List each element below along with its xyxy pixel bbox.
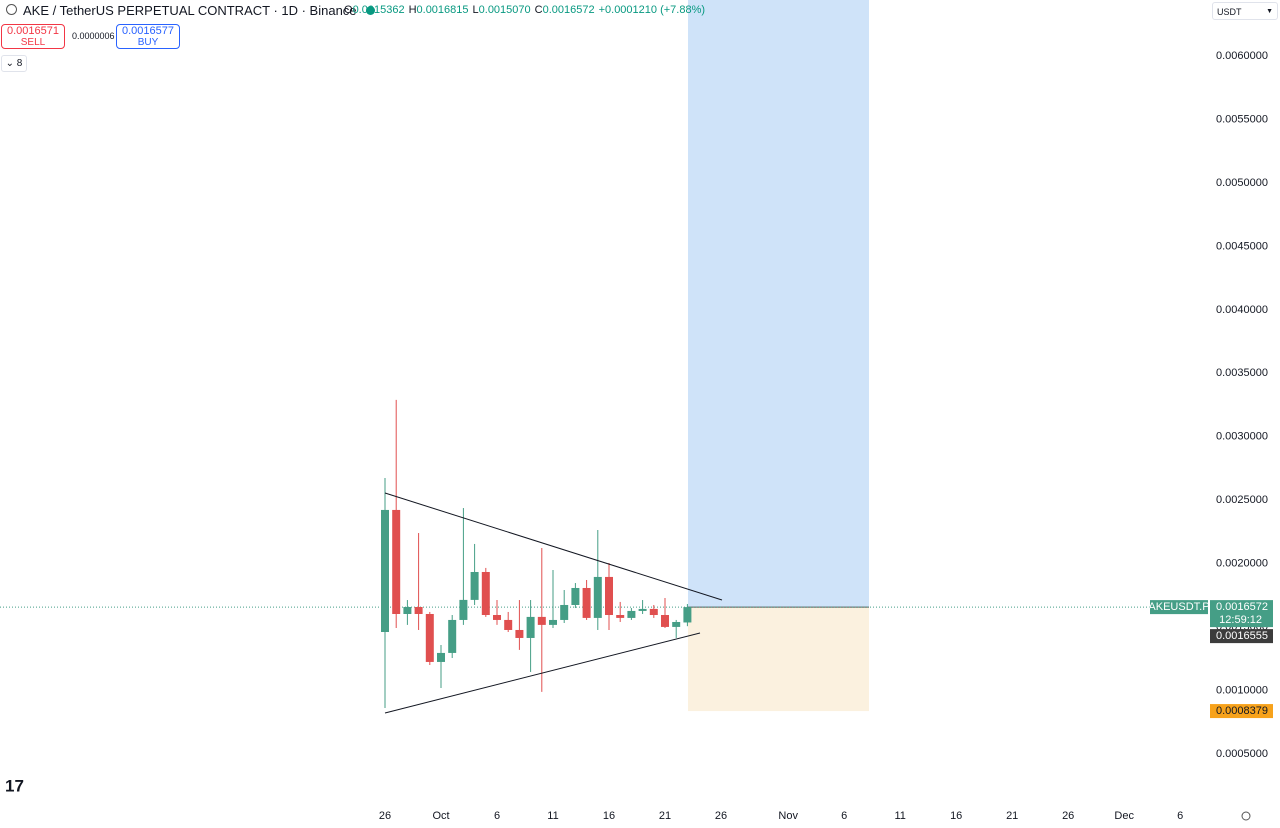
candle-body [605,576,613,616]
candle-body [638,608,647,611]
buy-price: 0.0016577 [122,25,174,37]
candle-body [672,621,681,627]
y-tick-label: 0.0025000 [1216,494,1268,506]
candle-body [616,615,625,618]
symbol-label: AKEUSDT.P [1148,601,1209,613]
x-tick-label: 26 [715,810,727,822]
ohlc-key: O [344,4,353,16]
candle-body [392,509,401,614]
candle-body [571,587,580,605]
y-tick-label: 0.0030000 [1216,431,1268,443]
candle-body [537,616,546,625]
ohlc-key: C [534,4,543,16]
trendline-upper [384,492,723,601]
position-target-zone [688,0,869,608]
ohlc-change: +0.0001210 (+7.88%) [598,4,706,16]
ohlc-value: 0.0016572 [542,4,595,16]
ohlc-key: L [472,4,479,16]
candle-body [661,615,669,627]
x-tick-label: 26 [379,810,391,822]
currency-select[interactable]: USDT ▼ [1212,2,1278,20]
y-tick-label: 0.0050000 [1216,177,1268,189]
position-stop-zone [688,607,869,712]
candle-body [526,616,535,638]
candle-body [493,615,501,620]
x-tick-label: 21 [1006,810,1018,822]
candle-body [470,571,479,600]
x-tick-label: 6 [494,810,500,822]
x-tick-label: 21 [659,810,671,822]
x-tick-label: Oct [432,810,449,822]
sell-price: 0.0016571 [7,25,59,37]
logo: 17 [5,776,24,795]
currency-label: USDT [1217,7,1242,17]
candle-body [504,619,513,630]
symbol-label-bg [1150,600,1208,615]
ohlc-value: 0.0015070 [478,4,531,16]
candle-body [448,619,457,653]
x-tick-label: 11 [547,810,558,822]
ohlc-value: 0.0016815 [416,4,469,16]
indicators-count: 8 [16,58,23,69]
y-tick-label: 0.0060000 [1216,50,1268,62]
last-price-bg [1210,600,1273,628]
candle-body [403,607,412,614]
x-tick-label: 6 [841,810,847,822]
x-tick-label: 11 [894,810,905,822]
x-tick-label: Dec [1114,810,1134,822]
candle-body [425,613,434,662]
x-tick-label: 16 [950,810,962,822]
symbol-title-text: AKE / TetherUS PERPETUAL CONTRACT · 1D ·… [23,3,357,18]
stop-price-bg [1210,704,1273,719]
ohlc-key: H [408,4,417,16]
candle-body [481,571,490,616]
bid-price-label: 0.0016555 [1216,630,1268,642]
y-tick-label: 0.0010000 [1216,684,1268,696]
sell-label: SELL [20,37,46,48]
candle-body [515,629,524,638]
y-tick-label: 0.0055000 [1216,113,1268,125]
x-tick-label: 6 [1177,810,1183,822]
settings-icon[interactable] [1241,811,1251,821]
status-dot [366,6,376,15]
x-tick-label: Nov [778,810,798,822]
spread: 0.0000006 [72,31,115,41]
y-tick-label: 0.0020000 [1216,558,1268,570]
ohlc-legend: O0.0015362 H0.0016815 L0.0015070 C0.0016572… [344,4,705,16]
bid-price-bg [1210,629,1273,644]
candle-body [437,652,445,662]
countdown-label: 12:59:12 [1219,614,1262,626]
candle-body [459,599,468,620]
candle-body [549,619,557,625]
y-tick-label: 0.0040000 [1216,304,1268,316]
candle-body [683,607,692,623]
ohlc-value: 0.0015362 [352,4,405,16]
candle-body [627,610,636,618]
y-tick-label: 0.0005000 [1216,748,1268,760]
symbol-icon [6,4,17,15]
x-tick-label: 16 [603,810,615,822]
candle-body [414,607,423,614]
y-tick-label: 0.0035000 [1216,367,1268,379]
indicators-toggle[interactable]: ⌄ 8 [1,55,27,72]
x-tick-label: 26 [1062,810,1074,822]
y-tick-label: 0.0045000 [1216,240,1268,252]
candle-body [593,576,602,618]
sell-button[interactable]: 0.0016571 SELL [1,24,65,49]
stop-price-label: 0.0008379 [1216,705,1268,717]
candle-body [381,509,389,633]
buy-label: BUY [137,37,159,48]
candle-body [560,604,569,620]
y-tick-label: 0.0015000 [1216,621,1268,633]
symbol-title: AKE / TetherUS PERPETUAL CONTRACT · 1D ·… [6,3,376,18]
trendline-lower [384,632,701,714]
candle-body [582,587,591,618]
last-price-label: 0.0016572 [1216,601,1268,613]
candle-body [649,608,658,616]
buy-button[interactable]: 0.0016577 BUY [116,24,180,49]
